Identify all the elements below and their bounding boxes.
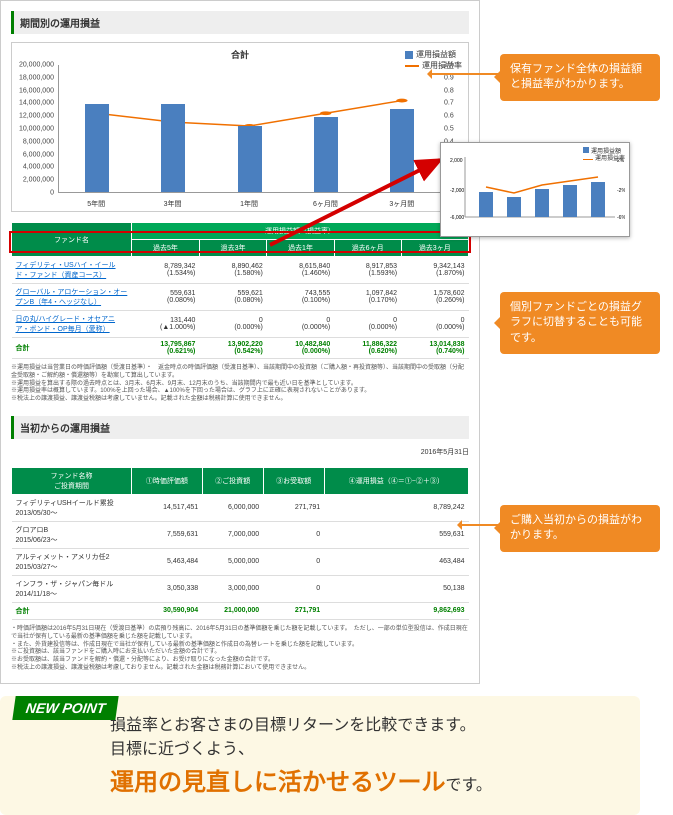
callout-1: 保有ファンド全体の損益額と損益率がわかります。 <box>500 54 660 101</box>
report-page: 期間別の運用損益 合計 運用損益額 運用損益率 02,000,0004,000,… <box>0 0 480 684</box>
np-rest: です。 <box>446 777 492 794</box>
pl-table: ファンド名 運用損益額（損益率） 過去5年過去3年過去1年過去6ヶ月過去3ヶ月 … <box>11 222 469 359</box>
np-strong: 運用の見直しに活かせるツール <box>110 769 446 796</box>
svg-text:-6%: -6% <box>617 215 625 221</box>
callout-3-arrow <box>460 524 500 526</box>
mini-legend-line: 運用損益率 <box>595 156 625 162</box>
main-chart: 合計 運用損益額 運用損益率 02,000,0004,000,0006,000,… <box>11 42 469 212</box>
section1-title: 期間別の運用損益 <box>11 11 469 34</box>
fund-link[interactable]: グローバル・アロケーション・オープンB（年4・ヘッジなし） <box>16 289 128 306</box>
col-group: 運用損益額（損益率） <box>132 223 469 240</box>
section2-title: 当初からの運用損益 <box>11 416 469 439</box>
callout-3: ご購入当初からの損益がわかります。 <box>500 505 660 552</box>
np-badge: NEW POINT <box>12 696 119 720</box>
asof-date: 2016年5月31日 <box>11 447 469 457</box>
np-line2: 目標に近づくよう、 <box>110 738 616 762</box>
col-fund: ファンド名 <box>12 223 132 257</box>
svg-text:-2%: -2% <box>617 188 625 194</box>
chart-title: 合計 <box>17 48 463 61</box>
svg-text:-6,000: -6,000 <box>450 215 464 221</box>
svg-text:2,000: 2,000 <box>450 158 463 164</box>
legend-bar: 運用損益額 <box>416 49 456 60</box>
fund-link[interactable]: 日の丸/ハイグレード・オセアニア・ボンド・OP毎月（愛称） <box>16 316 116 333</box>
notes1: ※運用損益は当営業日の時価評価額（受渡日基準）・ 返金時点の時価評価額（受渡日基… <box>11 365 469 404</box>
np-line1: 損益率とお客さまの目標リターンを比較できます。 <box>110 714 616 738</box>
mini-chart: 運用損益額 運用損益率 2,000 -2,000 -6,000 2% -2% -… <box>440 142 630 237</box>
mini-legend-bar: 運用損益額 <box>591 149 621 155</box>
fund-link[interactable]: フィデリティ・USハイ・イールド・ファンド（資産コース） <box>16 262 116 279</box>
inception-table: ファンド名称ご投資期間①時価評価額②ご投資額③お受取額④運用損益（④＝①−②＋③… <box>11 467 469 620</box>
callout-1-arrow <box>430 73 500 75</box>
notes2: ・時価評価額は2016年5月31日現在（受渡日基準）の店預り残高に、2016年5… <box>11 626 469 673</box>
chart-area <box>58 65 440 193</box>
y-axis: 02,000,0004,000,0006,000,0008,000,00010,… <box>14 65 56 193</box>
callout-2: 個別ファンドごとの損益グラフに切替することも可能です。 <box>500 292 660 354</box>
x-axis: 5年間3年間1年間6ヶ月間3ヶ月間 <box>58 199 440 209</box>
new-point: NEW POINT 損益率とお客さまの目標リターンを比較できます。 目標に近づく… <box>0 696 640 815</box>
svg-text:-2,000: -2,000 <box>450 188 464 194</box>
